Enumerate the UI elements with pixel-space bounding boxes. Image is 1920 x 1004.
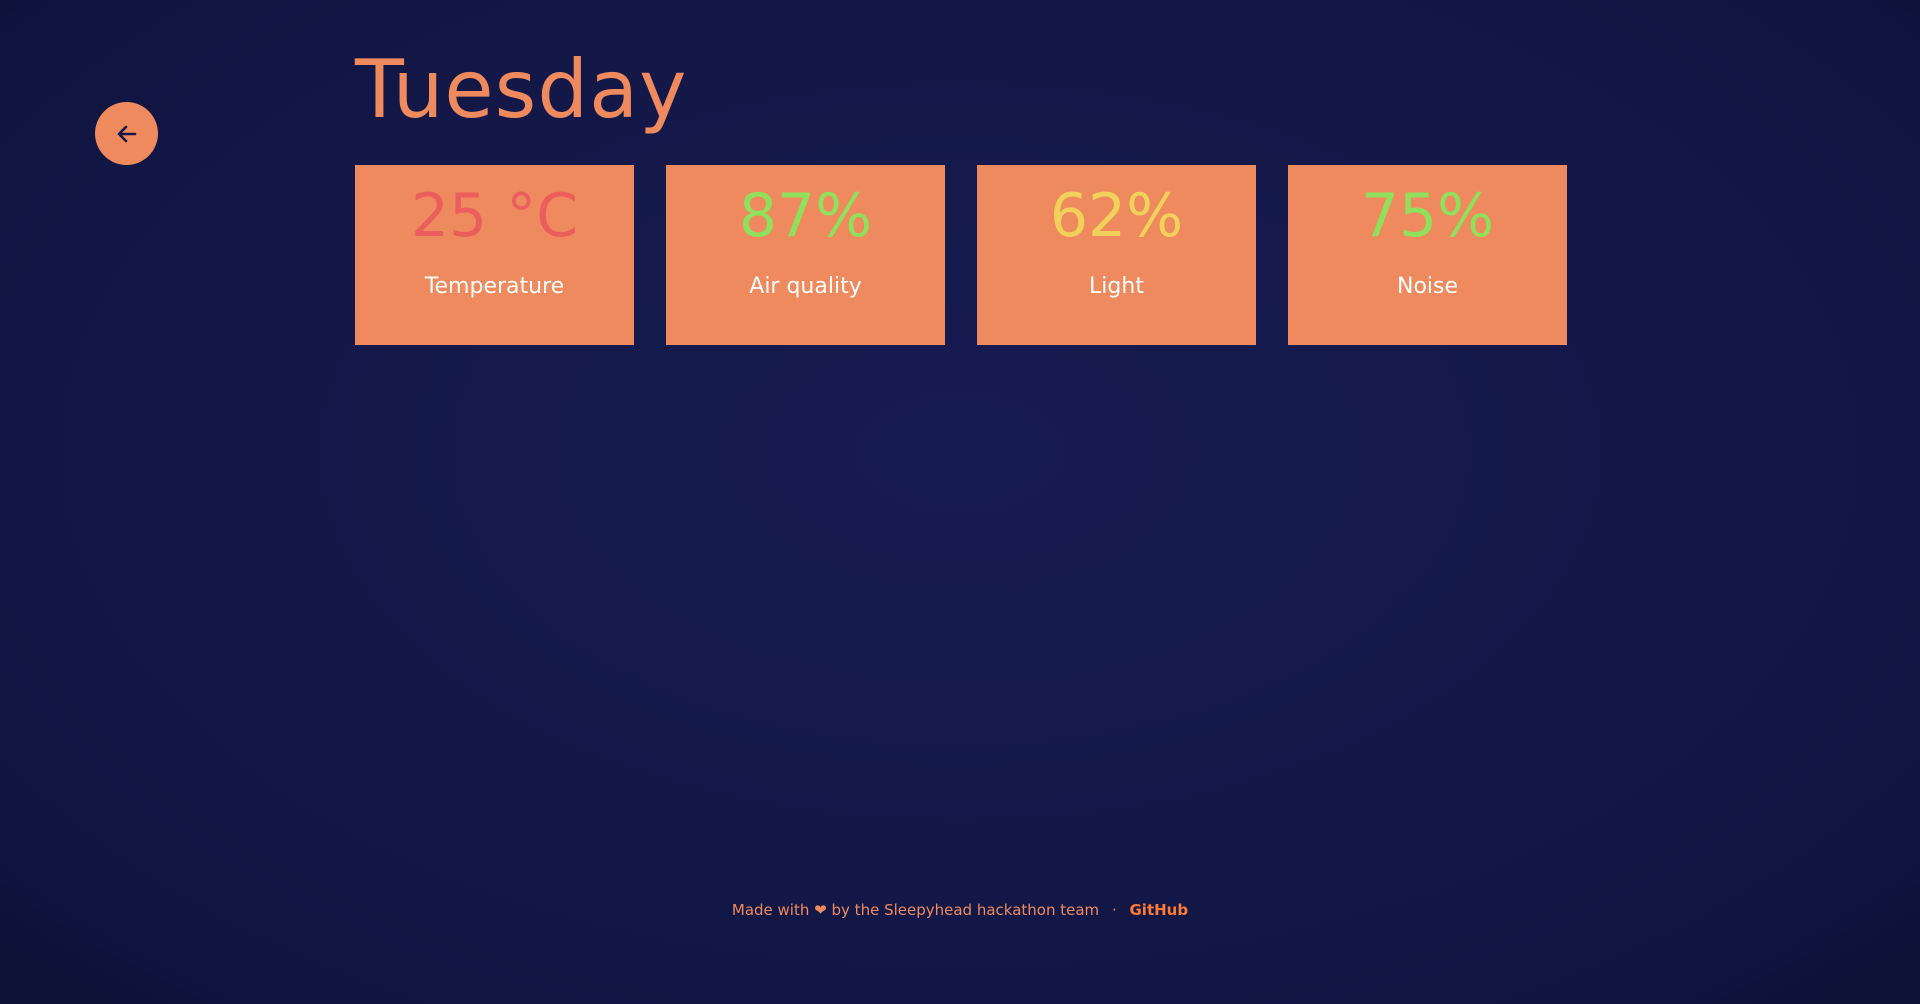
light-value: 62% bbox=[1049, 181, 1184, 251]
page-title: Tuesday bbox=[355, 43, 688, 136]
air-quality-label: Air quality bbox=[749, 274, 862, 299]
noise-value: 75% bbox=[1360, 181, 1495, 251]
footer-separator: · bbox=[1111, 901, 1117, 919]
light-label: Light bbox=[1089, 274, 1144, 299]
noise-card: 75% Noise bbox=[1288, 165, 1567, 345]
air-quality-card: 87% Air quality bbox=[666, 165, 945, 345]
arrow-left-icon bbox=[117, 125, 136, 142]
footer-text-before: Made with bbox=[731, 901, 810, 919]
temperature-card: 25 °C Temperature bbox=[355, 165, 634, 345]
metric-cards: 25 °C Temperature 87% Air quality 62% Li… bbox=[355, 165, 1567, 345]
heart-icon: ❤ bbox=[814, 901, 827, 919]
light-card: 62% Light bbox=[977, 165, 1256, 345]
noise-label: Noise bbox=[1396, 274, 1459, 299]
footer: Made with ❤ by the Sleepyhead hackathon … bbox=[0, 900, 1920, 920]
temperature-value: 25 °C bbox=[410, 181, 579, 251]
github-link[interactable]: GitHub bbox=[1129, 901, 1189, 919]
temperature-label: Temperature bbox=[424, 274, 565, 299]
air-quality-value: 87% bbox=[738, 181, 873, 251]
footer-text-after: by the Sleepyhead hackathon team bbox=[831, 901, 1100, 919]
back-button[interactable] bbox=[95, 102, 158, 165]
